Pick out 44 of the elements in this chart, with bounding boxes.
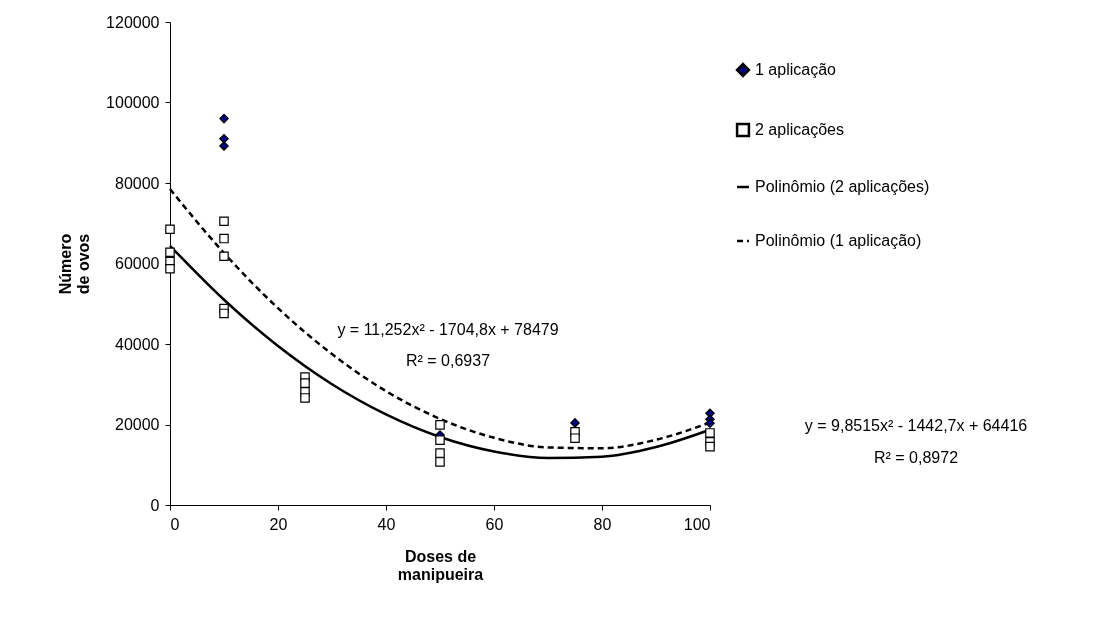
text: y = 9,8515x² - 1442,7x + 64416 bbox=[804, 417, 1028, 434]
y-tick-label: 40000 bbox=[115, 335, 160, 353]
legend-label: 2 aplicações bbox=[755, 121, 844, 138]
y-tick-label: 20000 bbox=[115, 416, 160, 433]
x-axis-title: Doses de manipueira bbox=[397, 547, 484, 583]
point bbox=[219, 308, 229, 319]
point bbox=[219, 251, 229, 262]
y-tick-label: 80000 bbox=[115, 174, 160, 192]
point bbox=[435, 435, 445, 445]
x-tick-label: 60 bbox=[485, 515, 504, 533]
x-tick-label: 100 bbox=[683, 515, 711, 533]
x-tick-label: 0 bbox=[170, 515, 180, 533]
point bbox=[570, 433, 580, 443]
x-tick-label: 40 bbox=[377, 515, 396, 533]
y-tick-label: 60000 bbox=[115, 255, 160, 272]
point bbox=[219, 133, 229, 144]
point bbox=[165, 263, 175, 274]
point bbox=[165, 247, 175, 258]
x-tick-label: 80 bbox=[593, 515, 612, 533]
y-tick-label: 120000 bbox=[106, 13, 160, 31]
text: R² = 0,8972 bbox=[873, 449, 959, 466]
point bbox=[435, 448, 445, 458]
point bbox=[435, 420, 445, 430]
point bbox=[570, 418, 580, 428]
point bbox=[219, 216, 229, 227]
y-tick-label: 100000 bbox=[106, 94, 160, 111]
point bbox=[165, 224, 175, 235]
point bbox=[300, 378, 310, 388]
x-tick-label: 20 bbox=[269, 515, 288, 533]
legend-label: Polinômio (2 aplicações) bbox=[755, 178, 930, 195]
y-tick-label: 0 bbox=[150, 496, 160, 514]
point bbox=[705, 428, 715, 438]
annotation: R² = 0,6937 bbox=[405, 352, 491, 369]
point bbox=[705, 441, 715, 452]
point bbox=[219, 233, 229, 244]
y-axis-title: Número de ovos bbox=[57, 233, 93, 295]
point bbox=[219, 141, 229, 151]
point bbox=[435, 457, 445, 467]
point bbox=[300, 393, 310, 403]
legend-label: Polinômio (1 aplicação) bbox=[755, 232, 922, 249]
legend-label: 1 aplicação bbox=[755, 61, 837, 78]
point bbox=[219, 113, 229, 124]
annotation: y = 11,252x² - 1704,8x + 78479 bbox=[337, 321, 559, 338]
point bbox=[705, 418, 715, 429]
